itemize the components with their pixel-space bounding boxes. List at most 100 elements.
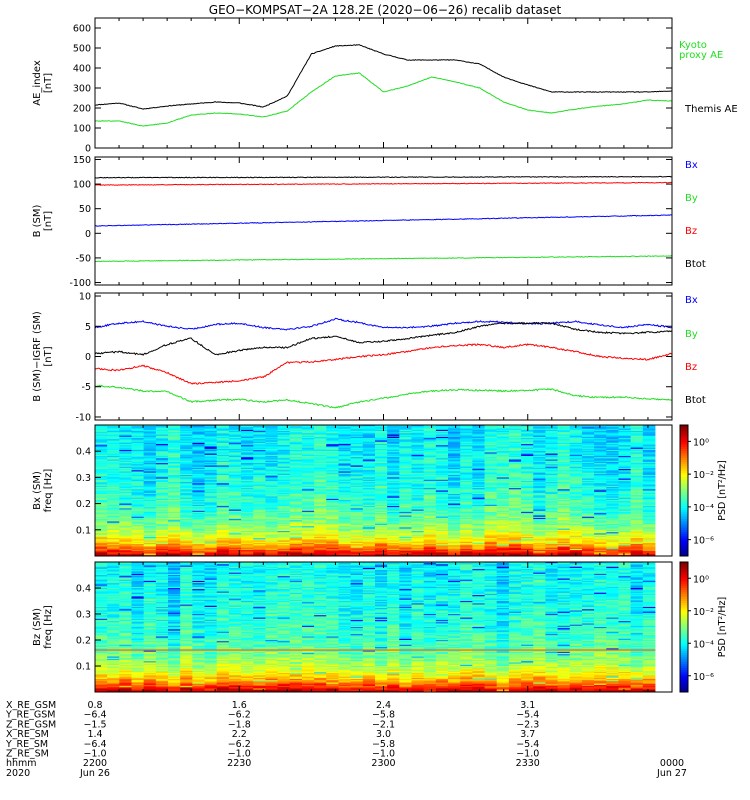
spectrogram-cell <box>131 489 145 491</box>
spectrogram-cell <box>155 546 169 549</box>
spectrogram-cell <box>168 503 181 506</box>
spectrogram-cell <box>131 514 145 516</box>
spectrogram-cell <box>265 538 278 540</box>
spectrogram-cell <box>131 427 145 429</box>
spectrogram-cell <box>216 533 230 535</box>
spectrogram-cell <box>216 439 230 441</box>
spectrogram-cell <box>95 529 108 532</box>
spectrogram-cell <box>265 427 278 429</box>
spectrogram-cell <box>301 496 315 499</box>
spectrogram-cell <box>131 538 145 540</box>
spectrogram-cell <box>192 541 205 544</box>
spectrogram-cell <box>241 502 254 504</box>
spectrogram-cell <box>204 428 218 431</box>
spectrogram-cell <box>119 546 132 549</box>
spectrogram-cell <box>155 446 169 449</box>
spectrogram-cell <box>119 551 132 553</box>
spectrogram-cell <box>131 441 145 444</box>
spectrogram-cell <box>216 544 230 546</box>
spectrogram-cell <box>204 494 218 496</box>
spectrogram-cell <box>289 535 303 538</box>
spectrogram-cell <box>192 515 205 518</box>
spectrogram-cell <box>289 514 303 516</box>
spectrogram-cell <box>95 526 108 528</box>
spectrogram-cell <box>168 461 181 464</box>
spectrogram-cell <box>131 509 145 512</box>
spectrogram-cell <box>253 471 266 474</box>
spectrogram-cell <box>277 532 291 534</box>
spectrogram-cell <box>168 485 181 488</box>
spectrogram-cell <box>301 498 315 501</box>
spectrogram-cell <box>180 552 193 555</box>
spectrogram-cell <box>119 461 132 464</box>
spectrogram-cell <box>95 451 108 453</box>
spectrogram-cell <box>228 475 242 477</box>
spectrogram-cell <box>228 477 242 479</box>
spectrogram-cell <box>155 486 169 489</box>
spectrogram-cell <box>143 440 157 443</box>
spectrogram-cell <box>289 550 303 552</box>
spectrogram-cell <box>168 532 181 534</box>
spectrogram-cell <box>107 527 120 530</box>
spectrogram-cell <box>265 504 278 507</box>
spectrogram-cell <box>131 480 145 483</box>
spectrogram-cell <box>241 511 254 514</box>
y-tick-label: -5 <box>82 382 91 393</box>
y-tick-label: 100 <box>73 124 91 135</box>
spectrogram-cell <box>131 505 145 508</box>
spectrogram-cell <box>192 497 205 500</box>
spectrogram-cell <box>168 471 181 474</box>
spectrogram-cell <box>204 515 218 518</box>
spectrogram-cell <box>277 446 291 449</box>
spectrogram-cell <box>155 472 169 475</box>
spectrogram-cell <box>241 458 254 460</box>
spectrogram-cell <box>180 469 193 471</box>
spectrogram-cell <box>192 504 205 507</box>
spectrogram-cell <box>131 486 145 489</box>
spectrogram-cell <box>289 532 303 534</box>
spectrogram-cell <box>289 427 303 429</box>
spectrogram-cell <box>301 425 315 427</box>
spectrogram-cell <box>241 464 254 466</box>
spectrogram-cell <box>228 489 242 491</box>
spectrogram-cell <box>241 440 254 443</box>
spectrogram-cell <box>241 548 254 551</box>
spectrogram-cell <box>143 488 157 490</box>
spectrogram-cell <box>180 463 193 465</box>
spectrogram-cell <box>253 485 266 488</box>
series-line-btot <box>94 175 673 179</box>
spectrogram-cell <box>289 497 303 500</box>
spectrogram-cell <box>119 539 132 541</box>
spectrogram-cell <box>131 452 145 454</box>
spectrogram-cell <box>180 520 193 522</box>
spectrogram-cell <box>143 511 157 514</box>
spectrogram-cell <box>228 465 242 468</box>
spectrogram-cell <box>107 473 120 476</box>
spectrogram-cell <box>241 444 254 446</box>
spectrogram-cell <box>192 507 205 509</box>
spectrogram-cell <box>131 553 145 556</box>
spectrogram-cell <box>228 434 242 437</box>
spectrogram-cell <box>107 535 120 538</box>
spectrogram-cell <box>168 526 181 528</box>
spectrogram-cell <box>265 544 278 546</box>
spectrogram-cell <box>228 548 242 551</box>
spectrogram-cell <box>168 533 181 535</box>
spectrogram-cell <box>95 552 108 555</box>
spectrogram-cell <box>277 539 291 541</box>
spectrogram-cell <box>192 492 205 495</box>
spectrogram-cell <box>180 476 193 478</box>
spectrogram-cell <box>289 482 303 484</box>
spectrogram-cell <box>301 495 315 497</box>
spectrogram-cell <box>192 534 205 537</box>
spectrogram-cell <box>192 529 205 532</box>
spectrogram-cell <box>241 547 254 550</box>
spectrogram-cell <box>107 533 120 535</box>
spectrogram-cell <box>107 490 120 493</box>
spectrogram-cell <box>180 517 193 520</box>
spectrogram-cell <box>241 496 254 499</box>
spectrogram-cell <box>228 497 242 500</box>
spectrogram-cell <box>277 473 291 476</box>
spectrogram-cell <box>119 552 132 555</box>
spectrogram-cell <box>301 469 315 471</box>
